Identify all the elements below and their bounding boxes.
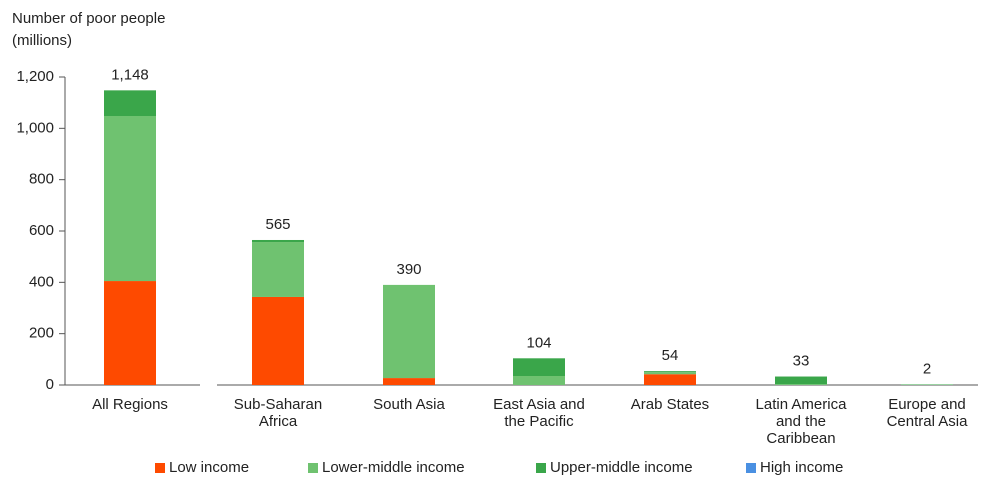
legend-swatch: [536, 462, 546, 473]
x-tick-label: All Regions: [92, 396, 168, 413]
total-label: 33: [793, 352, 810, 369]
y-tick-label: 0: [46, 376, 54, 393]
x-tick-label: Europe and Central Asia: [886, 396, 968, 430]
legend-label: Low income: [169, 459, 250, 476]
y-tick-label: 1,200: [16, 68, 54, 85]
y-axis-title: Number of poor people (millions): [12, 10, 166, 49]
legend-item: High income: [746, 459, 843, 476]
legend-item: Lower-middle income: [308, 459, 465, 476]
legend-item: Upper-middle income: [536, 459, 693, 476]
bar-segment: [104, 281, 156, 385]
x-tick-label: Arab States: [630, 396, 710, 413]
bar-segment: [252, 296, 304, 385]
bar-segment: [383, 378, 435, 385]
legend-label: Upper-middle income: [550, 459, 693, 476]
legend-item: Low income: [155, 459, 249, 476]
bar-segment: [775, 376, 827, 385]
total-label: 104: [526, 334, 551, 351]
bar-segment: [644, 374, 696, 385]
total-label: 565: [265, 216, 290, 233]
y-tick-label: 400: [29, 273, 54, 290]
x-tick-label: South Asia: [373, 396, 445, 413]
bar-segment: [775, 384, 827, 385]
total-label: 390: [396, 261, 421, 278]
y-tick-label: 600: [29, 222, 54, 239]
bar-segment: [644, 371, 696, 373]
y-tick-label: 1,000: [16, 119, 54, 136]
x-tick-label: Sub-Saharan Africa: [233, 396, 323, 430]
y-tick-label: 800: [29, 171, 54, 188]
total-label: 1,148: [111, 66, 149, 83]
legend-label: High income: [760, 459, 844, 476]
y-tick-label: 200: [29, 325, 54, 342]
x-tick-label: Latin America and the Caribbean: [755, 396, 847, 447]
legend-swatch: [746, 462, 756, 473]
bar-segment: [252, 239, 304, 243]
total-label: 2: [923, 360, 931, 377]
legend-swatch: [155, 462, 165, 473]
bar-segment: [901, 384, 953, 385]
bar-segment: [513, 376, 565, 385]
bar-segment: [104, 116, 156, 282]
legend-swatch: [308, 462, 318, 473]
x-tick-label: East Asia and the Pacific: [493, 396, 585, 430]
bar-segment: [252, 242, 304, 297]
total-label: 54: [662, 347, 679, 364]
bar-segment: [383, 284, 435, 379]
bar-segment: [104, 90, 156, 117]
legend-label: Lower-middle income: [322, 459, 465, 476]
bar-segment: [644, 372, 696, 375]
bar-segment: [513, 358, 565, 377]
